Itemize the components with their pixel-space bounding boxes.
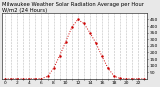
Text: Milwaukee Weather Solar Radiation Average per Hour W/m2 (24 Hours): Milwaukee Weather Solar Radiation Averag…	[2, 2, 144, 13]
